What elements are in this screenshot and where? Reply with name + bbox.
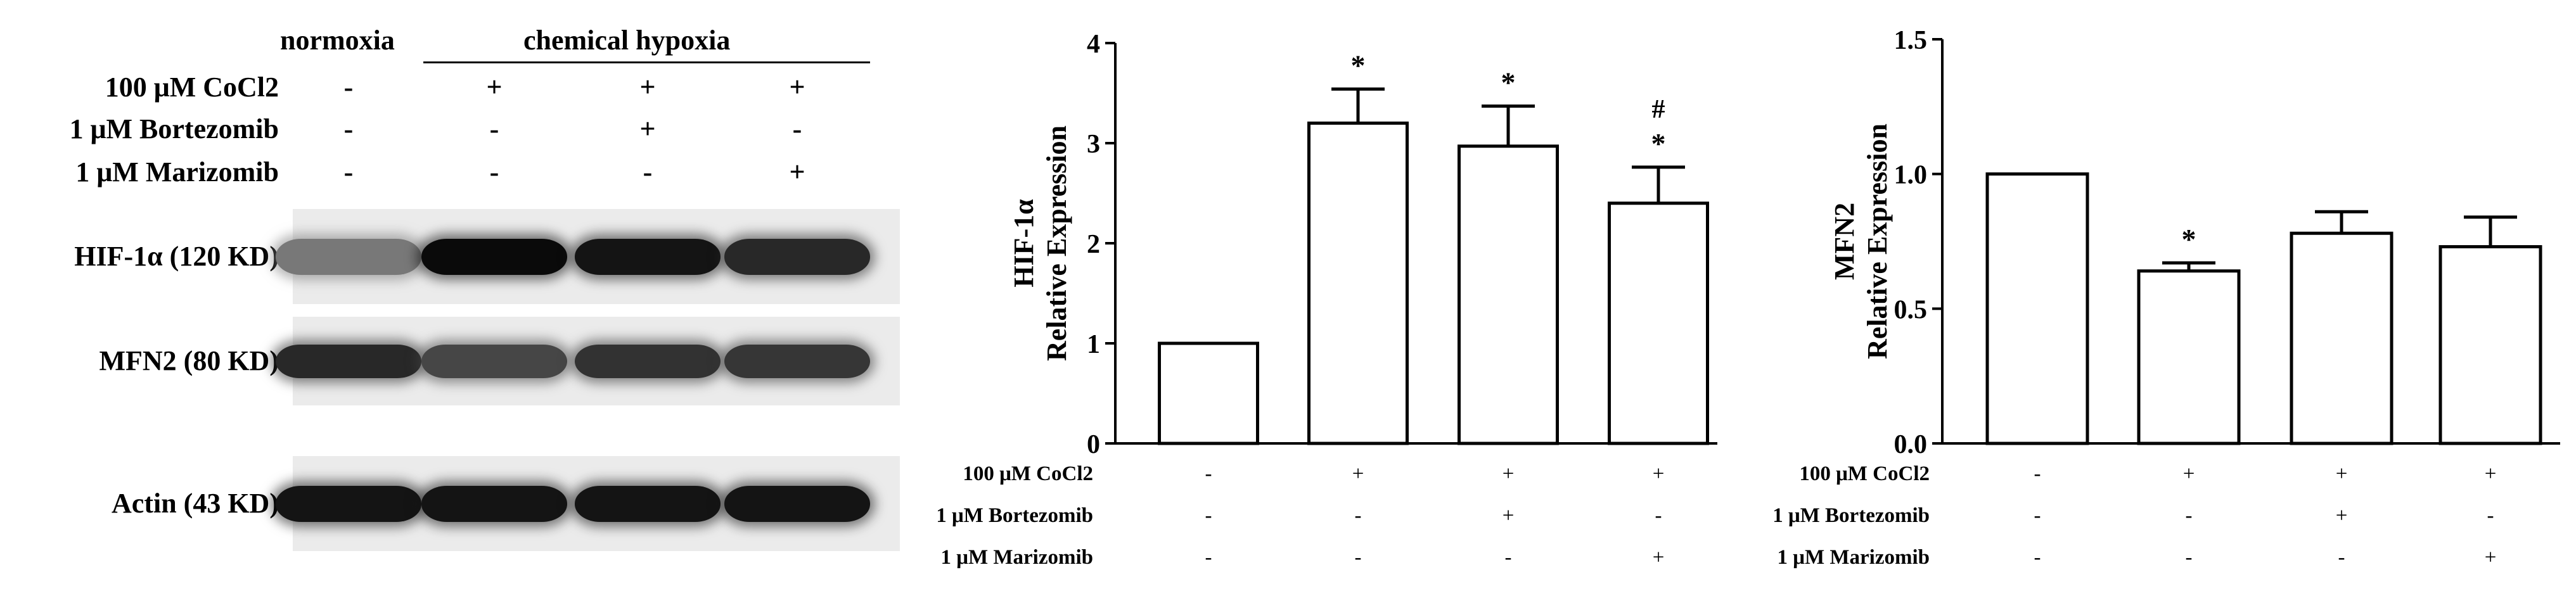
y-tick-label: 1.5 (1894, 26, 1928, 55)
blot-condition-sign: - (343, 72, 354, 103)
condition-sign: - (2186, 546, 2193, 569)
blot-condition-sign: + (789, 72, 805, 103)
blot-condition-label: 1 μM Marizomib (75, 156, 279, 187)
blot-condition-sign: + (486, 72, 503, 103)
condition-sign: + (2183, 462, 2195, 485)
condition-sign: - (1205, 504, 1212, 527)
y-tick-label: 0.0 (1894, 430, 1928, 459)
y-tick-label: 4 (1087, 30, 1100, 59)
blot-condition-sign: - (792, 113, 802, 144)
condition-sign: - (2186, 504, 2193, 527)
blot-condition-sign: - (489, 156, 499, 187)
bar (1985, 172, 2089, 445)
bar (2137, 269, 2241, 445)
bar (2290, 231, 2393, 445)
condition-sign: - (1355, 504, 1362, 527)
significance-marker: * (1651, 127, 1666, 160)
blot-condition-label: 1 μM Bortezomib (69, 113, 279, 144)
bar (1458, 144, 1559, 445)
condition-label: 100 μM CoCl2 (963, 462, 1093, 485)
condition-sign: - (1205, 462, 1212, 485)
blot-band (421, 238, 567, 275)
condition-label: 1 μM Bortezomib (1772, 504, 1930, 527)
hypoxia-group-bracket (423, 61, 870, 63)
condition-sign: - (2338, 546, 2345, 569)
blot-band (421, 485, 567, 522)
bar (1307, 121, 1409, 445)
condition-sign: - (1505, 546, 1512, 569)
y-axis-label-line2: Relative Expression (1862, 124, 1893, 359)
hif1a-bar-chart: HIF-1αRelative Expression 0 1 2 3 4 * * * #100 μM… (938, 30, 1717, 569)
blot-band (276, 344, 421, 378)
condition-label: 1 μM Marizomib (941, 546, 1093, 569)
blot-band (276, 238, 421, 275)
y-tick-label: 2 (1087, 230, 1100, 259)
group-label-normoxia: normoxia (280, 25, 395, 56)
blot-band (724, 238, 870, 275)
blot-condition-sign: - (643, 156, 653, 187)
condition-label: 100 μM CoCl2 (1799, 462, 1930, 485)
blot-condition-sign: - (489, 113, 499, 144)
blot-condition-sign: + (639, 113, 656, 144)
blot-condition-sign: - (343, 113, 354, 144)
bar (2438, 245, 2542, 445)
group-label-chemical-hypoxia: chemical hypoxia (523, 25, 731, 56)
condition-sign: + (1503, 504, 1515, 527)
blot-condition-label: 100 μM CoCl2 (105, 72, 279, 103)
blot-band-label: HIF-1α (120 KD) (74, 241, 279, 272)
condition-sign: + (1653, 546, 1665, 569)
condition-label: 1 μM Marizomib (1778, 546, 1930, 569)
blot-band (575, 238, 721, 275)
condition-sign: - (2487, 504, 2494, 527)
y-tick-label: 0.5 (1894, 295, 1928, 324)
y-tick-label: 1 (1087, 330, 1100, 359)
condition-sign: - (2034, 504, 2041, 527)
blot-band (724, 485, 870, 522)
significance-marker-secondary: # (1652, 95, 1665, 124)
bar (1158, 341, 1259, 445)
condition-sign: + (2336, 504, 2348, 527)
y-tick-label: 1.0 (1894, 161, 1928, 190)
significance-marker: * (1501, 67, 1516, 99)
condition-sign: + (2485, 462, 2497, 485)
condition-sign: - (2034, 546, 2041, 569)
blot-condition-sign: + (639, 72, 656, 103)
y-axis-label-line2: Relative Expression (1041, 125, 1072, 361)
mfn2-bar-chart: MFN2Relative Expression 0.0 0.5 1.0 1.5 * 100 … (1772, 26, 2560, 569)
y-tick-label: 0 (1087, 430, 1100, 459)
y-axis-label: HIF-1αRelative Expression (1008, 125, 1072, 361)
condition-sign: - (1355, 546, 1362, 569)
western-blot-panel: normoxia chemical hypoxia 100 μM CoCl2 - +… (0, 0, 900, 591)
blot-condition-sign: - (343, 156, 354, 187)
condition-label: 1 μM Bortezomib (938, 504, 1093, 527)
blot-band (575, 485, 721, 522)
y-axis-label-line1: MFN2 (1829, 203, 1860, 280)
blot-band (575, 344, 721, 378)
condition-sign: + (1352, 462, 1364, 485)
y-tick-label: 3 (1087, 130, 1100, 159)
condition-sign: - (2034, 462, 2041, 485)
condition-sign: + (1653, 462, 1665, 485)
y-axis-label: MFN2Relative Expression (1829, 124, 1893, 359)
condition-sign: + (2336, 462, 2348, 485)
y-axis-label-line1: HIF-1α (1008, 199, 1039, 288)
blot-band (724, 344, 870, 378)
significance-marker: * (2182, 223, 2196, 255)
bar (1608, 201, 1709, 445)
blot-band-label: MFN2 (80 KD) (99, 345, 279, 376)
blot-condition-sign: + (789, 156, 805, 187)
blot-band (276, 485, 421, 522)
condition-sign: - (1205, 546, 1212, 569)
blot-band-label: Actin (43 KD) (112, 488, 279, 519)
condition-sign: + (2485, 546, 2497, 569)
condition-sign: - (1655, 504, 1662, 527)
significance-marker: * (1351, 49, 1366, 82)
condition-sign: + (1503, 462, 1515, 485)
blot-band (421, 344, 567, 378)
